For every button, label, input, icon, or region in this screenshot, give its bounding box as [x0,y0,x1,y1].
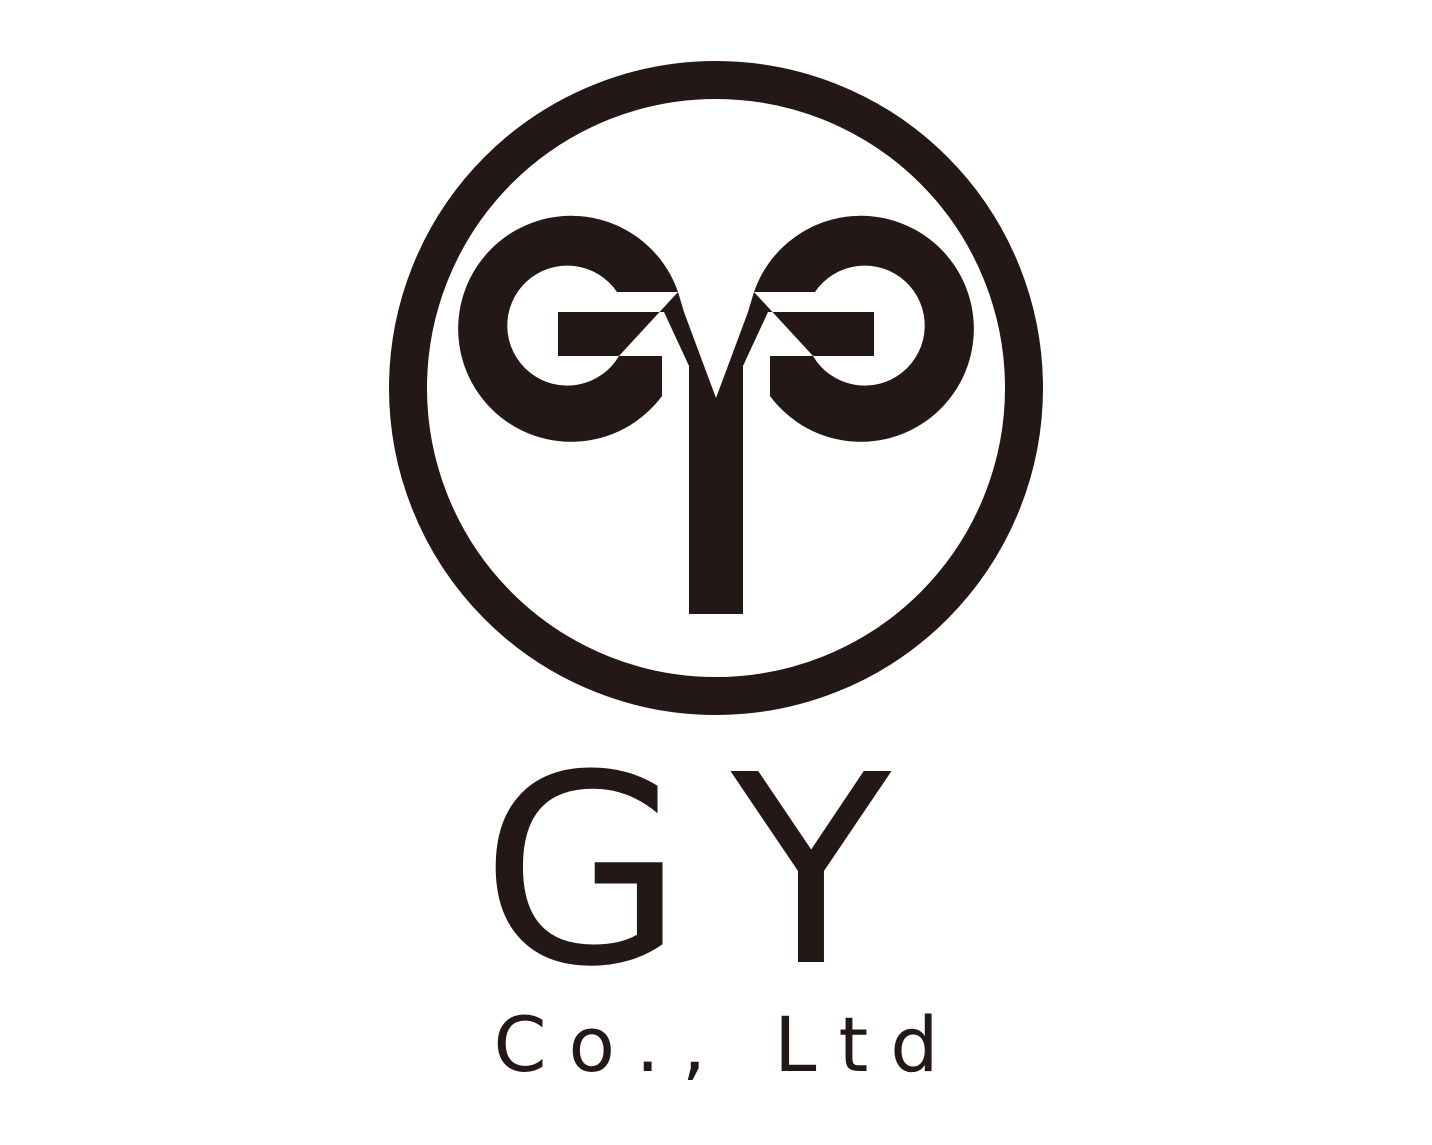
monogram-emblem [389,61,1043,715]
gy-wordmark: GY [481,762,951,972]
right-g-shape [748,215,974,442]
gyg-monogram [458,215,974,614]
emblem-ring [389,61,1043,715]
wordmark-text: GY [481,762,951,972]
y-shape [664,312,768,614]
left-g-shape [458,215,684,442]
company-suffix: Co., Ltd [493,1000,961,1089]
